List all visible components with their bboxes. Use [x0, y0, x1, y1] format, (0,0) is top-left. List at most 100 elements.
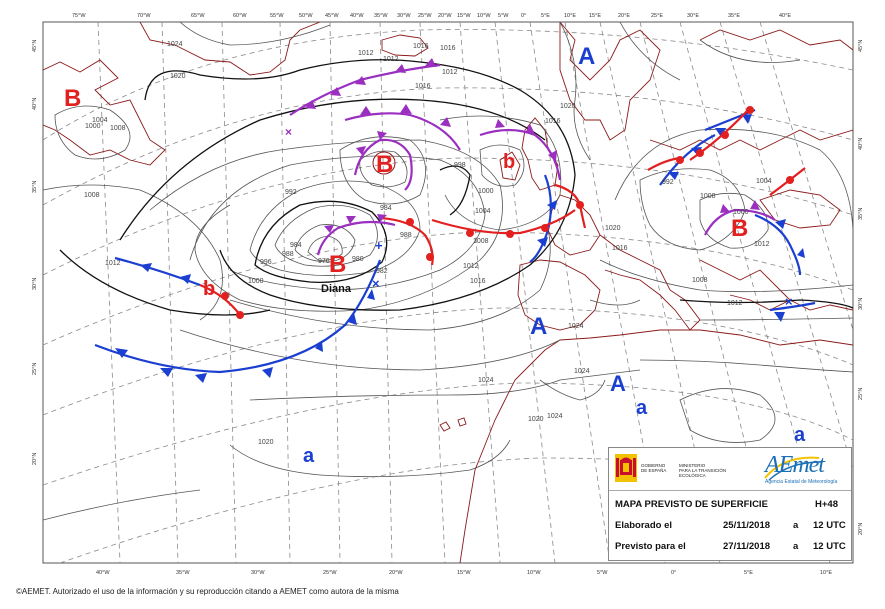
cold-front-west: [114, 256, 201, 287]
isobar-label: 988: [282, 251, 294, 258]
isobar-labels: 1024 1020 1008 1004 1000 1008 1012 1016 …: [84, 41, 772, 446]
lat-label: 20°N: [32, 453, 38, 465]
lat-label: 25°N: [32, 363, 38, 375]
low-pressure-center: B: [731, 215, 748, 242]
lon-label: 5°W: [597, 570, 608, 576]
triple-point-markers: × + × ×: [285, 125, 793, 309]
legend-header: GOBIERNO DE ESPAÑA MINISTERIO PARA LA TR…: [609, 448, 851, 491]
lon-label: 0°: [521, 13, 526, 19]
cold-front-sahara: [769, 301, 816, 312]
isobar-label: 992: [285, 189, 297, 196]
longitude-labels-top: 75°W 70°W 65°W 60°W 55°W 50°W 45°W 40°W …: [72, 13, 791, 19]
lon-label: 10°W: [477, 13, 491, 19]
isobar-label: 1020: [560, 103, 576, 110]
lon-label: 30°W: [251, 570, 265, 576]
forecast-date: 27/11/2018: [723, 541, 771, 552]
isobar-label: 1012: [463, 263, 479, 270]
isobar-label: 1020: [258, 439, 274, 446]
isobar-label: 1004: [475, 208, 491, 215]
lon-label: 0°: [671, 570, 676, 576]
isobar-label: 1004: [756, 178, 772, 185]
occluded-front-diana: [316, 220, 396, 256]
lon-label: 40°E: [779, 13, 791, 19]
lon-label: 15°W: [457, 13, 471, 19]
isobar-label: 1016: [413, 43, 429, 50]
canada-coast: [43, 59, 166, 166]
coat-of-arms-icon: [615, 454, 637, 482]
lon-label: 15°E: [589, 13, 601, 19]
lon-label: 40°W: [350, 13, 364, 19]
lon-label: 5°E: [744, 570, 753, 576]
high-pressure-center: A: [610, 371, 626, 396]
pressure-centers: B B b B b B A A A a a a Diana: [64, 43, 806, 467]
low-pressure-center: B: [64, 85, 81, 112]
svg-text:×: ×: [285, 125, 292, 139]
lon-label: 50°W: [299, 13, 313, 19]
aemet-logo-text: AEmet: [765, 452, 825, 478]
isobar-label: 988: [400, 232, 412, 239]
lon-label: 70°W: [137, 13, 151, 19]
cold-front-med2: [754, 213, 802, 276]
lat-label: 25°N: [858, 388, 864, 400]
isobar-label: 1024: [478, 377, 494, 384]
lon-label: 45°W: [325, 13, 339, 19]
isobar-label: 1008: [692, 277, 708, 284]
isobar-label: 1016: [415, 83, 431, 90]
occluded-front-marks: [305, 58, 760, 233]
elaborated-row: Elaborado el 25/11/2018 a 12 UTC: [615, 520, 846, 531]
cold-front-south: [94, 259, 382, 374]
lon-label: 25°W: [323, 570, 337, 576]
lon-label: 65°W: [191, 13, 205, 19]
lon-label: 10°E: [820, 570, 832, 576]
isobar-label: 1000: [248, 278, 264, 285]
lon-label: 10°W: [527, 570, 541, 576]
elaborated-label: Elaborado el: [615, 520, 673, 531]
lon-label: 20°E: [618, 13, 630, 19]
isobar-label: 1008: [110, 125, 126, 132]
high-pressure-center: a: [636, 397, 648, 419]
isobar-label: 1016: [470, 278, 486, 285]
lon-label: 20°W: [389, 570, 403, 576]
isobar-label: 1024: [547, 413, 563, 420]
lat-label: 35°N: [32, 181, 38, 193]
ministry-text: MINISTERIO PARA LA TRANSICIÓN ECOLÓGICA: [679, 463, 749, 478]
low-center-ring: [372, 151, 396, 175]
isobar-label: 1000: [478, 188, 494, 195]
high-pressure-center: A: [530, 313, 547, 340]
isobars: [43, 22, 853, 521]
isobar-label: 1020: [605, 225, 621, 232]
isobar-label: 1024: [568, 323, 584, 330]
ministry-line: PARA LA TRANSICIÓN ECOLÓGICA: [679, 468, 727, 478]
lon-label: 75°W: [72, 13, 86, 19]
isobar-label: 996: [260, 259, 272, 266]
lon-label: 40°W: [96, 570, 110, 576]
forecast-label: Previsto para el: [615, 541, 686, 552]
aemet-swoosh-icon: [764, 456, 822, 481]
occluded-front-med: [704, 208, 776, 236]
isobar-label: 1008: [473, 238, 489, 245]
forecast-row: Previsto para el 27/11/2018 a 12 UTC: [615, 541, 846, 552]
forecast-a: a: [793, 541, 799, 552]
lat-label: 30°N: [32, 278, 38, 290]
isobar-label: 1016: [545, 118, 561, 125]
ministry-line: MINISTERIO: [679, 463, 706, 468]
svg-text:×: ×: [372, 276, 380, 291]
isobar-label: 1016: [612, 245, 628, 252]
ireland-coast: [499, 151, 521, 181]
forecast-legend: GOBIERNO DE ESPAÑA MINISTERIO PARA LA TR…: [608, 447, 852, 561]
high-pressure-center: a: [303, 445, 315, 467]
lat-label: 45°N: [32, 40, 38, 52]
isobar-label: 1020: [170, 73, 186, 80]
latitude-labels-right: 45°N 40°N 35°N 30°N 25°N 20°N: [858, 40, 864, 535]
scandinavia-coast: [559, 22, 661, 141]
warm-front-semicircles: [221, 106, 794, 319]
lon-label: 55°W: [270, 13, 284, 19]
lon-label: 10°E: [564, 13, 576, 19]
lon-label: 25°E: [651, 13, 663, 19]
lat-label: 20°N: [858, 523, 864, 535]
isobars-bold: [59, 59, 853, 316]
svg-text:+: +: [375, 238, 383, 253]
isobar-label: 1024: [574, 368, 590, 375]
latitude-labels-left: 45°N 40°N 35°N 30°N 25°N 20°N: [32, 40, 38, 465]
low-pressure-center: b: [503, 151, 515, 173]
